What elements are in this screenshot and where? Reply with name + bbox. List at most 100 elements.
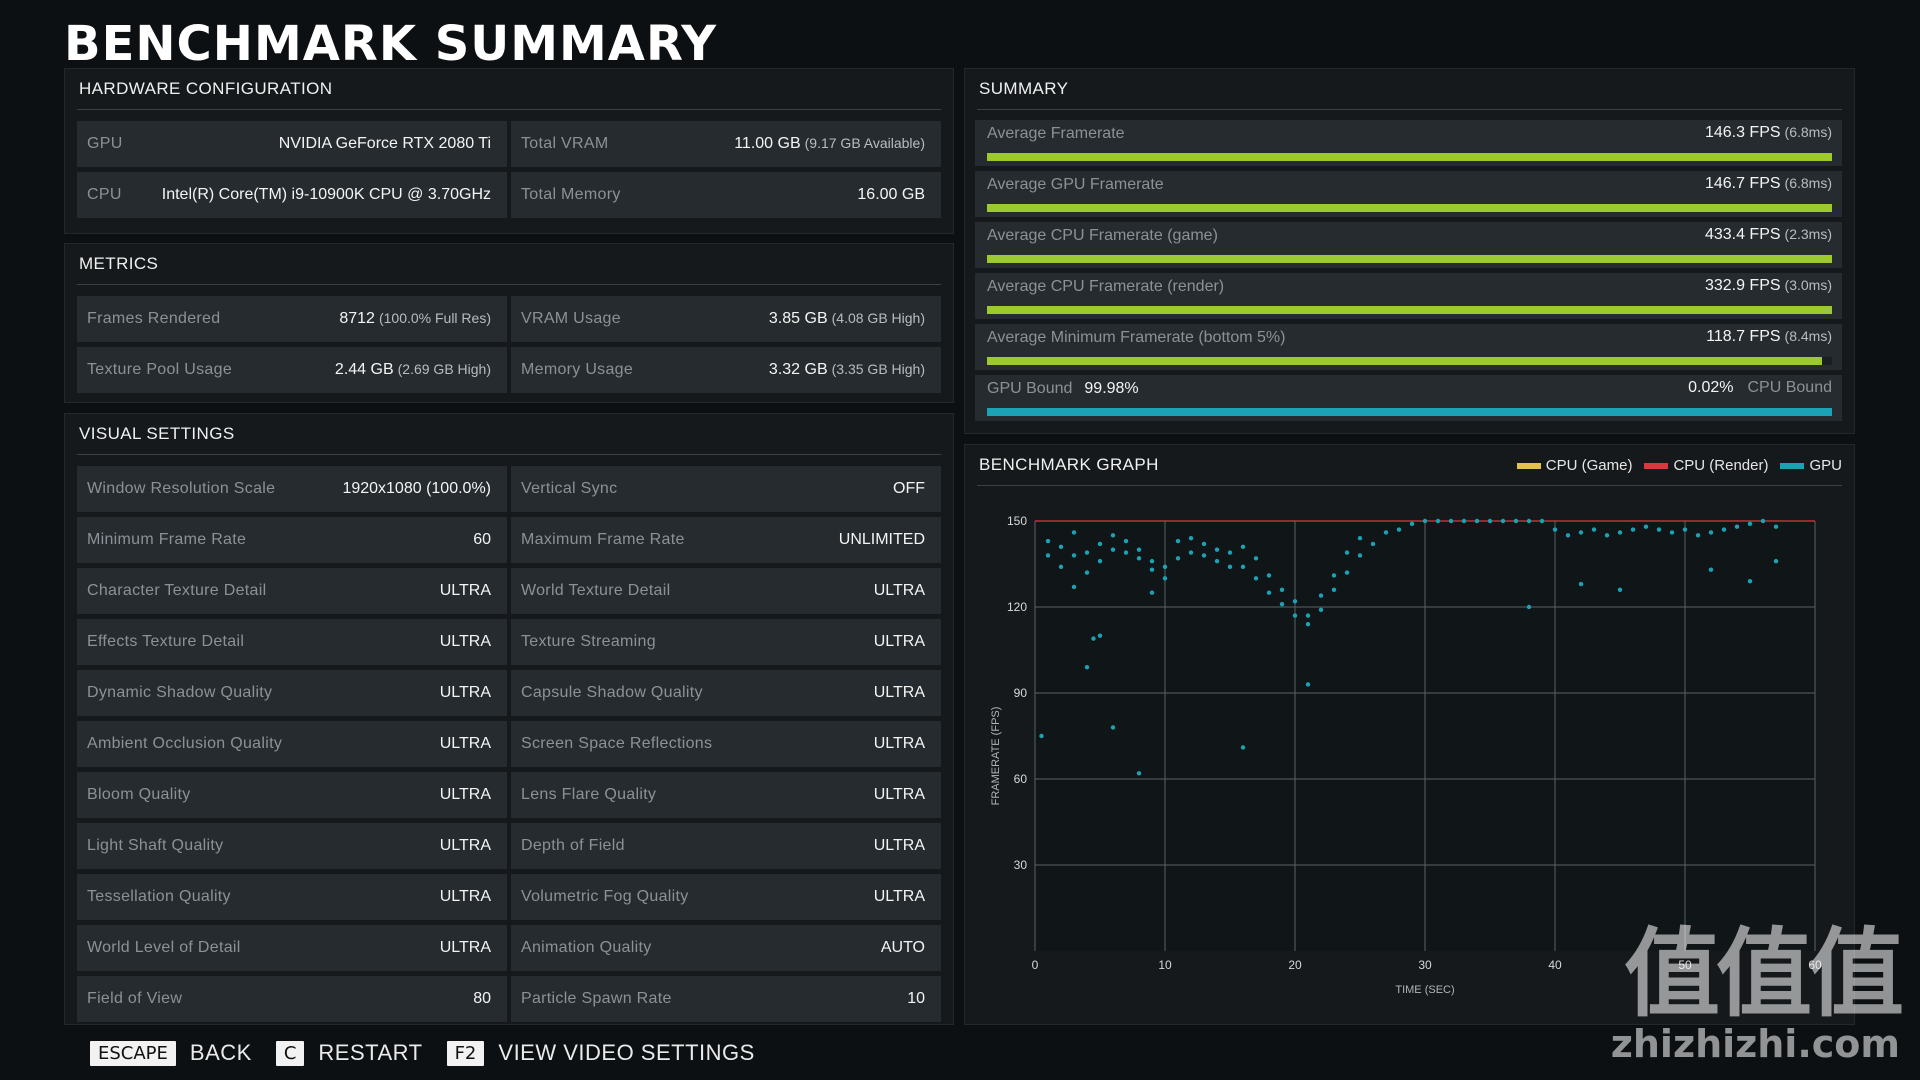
summary-bar [987, 255, 1832, 263]
gpu-data-point [1760, 518, 1766, 524]
gpu-data-point [1461, 518, 1467, 524]
gpu-data-point [1435, 518, 1441, 524]
setting-row: Window Resolution Scale 1920x1080 (100.0%… [77, 466, 507, 512]
summary-bar-fill [987, 204, 1832, 212]
setting-row: Volumetric Fog Quality ULTRA [511, 874, 941, 920]
gpu-data-point [1383, 530, 1389, 535]
summary-value: 118.7 FPS (8.4ms) [1706, 328, 1832, 345]
legend-label: CPU (Render) [1673, 457, 1769, 474]
y-tick-label: 150 [1007, 514, 1027, 528]
page-title: BENCHMARK SUMMARY [64, 16, 718, 72]
escape-key-badge[interactable]: ESCAPE [90, 1040, 176, 1066]
row-label: CPU [87, 186, 122, 203]
gpu-data-point [1513, 518, 1519, 524]
gpu-data-point [1357, 553, 1363, 558]
f2-key-badge[interactable]: F2 [446, 1040, 485, 1066]
setting-row: Light Shaft Quality ULTRA [77, 823, 507, 869]
row-value: 3.85 GB (4.08 GB High) [768, 310, 925, 327]
cpu-bound-value: 0.02% [1688, 379, 1734, 396]
setting-label: Lens Flare Quality [521, 786, 657, 803]
gpu-data-point [1071, 584, 1077, 590]
summary-value: 332.9 FPS (3.0ms) [1704, 277, 1832, 294]
gpu-data-point [1617, 530, 1623, 535]
summary-bar-fill [987, 306, 1832, 314]
summary-value: 146.3 FPS (6.8ms) [1704, 124, 1832, 141]
x-axis-label: TIME (SEC) [1395, 984, 1454, 996]
setting-row: Minimum Frame Rate 60 [77, 517, 507, 563]
gpu-data-point [1539, 518, 1545, 524]
gpu-data-point [1526, 518, 1532, 524]
gpu-data-point [1643, 524, 1649, 529]
back-action[interactable]: BACK [189, 1040, 252, 1065]
c-key-badge[interactable]: C [275, 1040, 305, 1066]
gpu-data-point [1162, 564, 1168, 570]
setting-value: ULTRA [439, 939, 491, 956]
gpu-data-point [1344, 570, 1350, 575]
gpu-data-point [1630, 527, 1636, 532]
setting-label: Bloom Quality [87, 786, 191, 803]
gpu-data-point [1279, 601, 1285, 607]
gpu-data-point [1526, 604, 1532, 610]
gpu-data-point [1656, 527, 1662, 532]
summary-row: Average CPU Framerate (game) 433.4 FPS (2.… [975, 222, 1842, 268]
gpu-data-point [1039, 733, 1044, 739]
setting-value: ULTRA [439, 837, 491, 854]
y-tick-label: 30 [1014, 858, 1028, 872]
hardware-row-cpu: CPU Intel(R) Core(TM) i9-10900K CPU @ 3.… [77, 172, 507, 218]
hardware-panel-title: HARDWARE CONFIGURATION [79, 79, 333, 98]
legend-swatch [1516, 462, 1541, 469]
gpu-data-point [1123, 550, 1129, 555]
summary-row: Average Framerate 146.3 FPS (6.8ms) [975, 120, 1842, 166]
gpu-data-point [1214, 547, 1220, 552]
setting-label: Minimum Frame Rate [87, 531, 247, 548]
watermark-logo: 值值值 [1624, 918, 1904, 1030]
gpu-data-point [1201, 541, 1207, 547]
gpu-data-point [1422, 518, 1428, 524]
row-value: Intel(R) Core(TM) i9-10900K CPU @ 3.70GH… [161, 186, 491, 203]
gpu-data-point [1058, 564, 1064, 570]
gpu-data-point [1240, 745, 1246, 750]
visual-settings-panel-title: VISUAL SETTINGS [79, 424, 235, 443]
gpu-data-point [1591, 527, 1597, 532]
gpu-data-point [1669, 530, 1675, 535]
benchmark-chart: 30 60 90 120 150 0 10 20 30 40 50 60 TIME (SEC) FRAME… [990, 514, 1822, 996]
restart-action[interactable]: RESTART [318, 1040, 423, 1065]
summary-panel: SUMMARY Average Framerate 146.3 FPS (6.8ms… [964, 68, 1855, 434]
setting-label: Character Texture Detail [87, 582, 267, 599]
gpu-data-point [1396, 527, 1402, 532]
metrics-panel: METRICS Frames Rendered 8712 (100.0% Full… [64, 243, 954, 403]
gpu-data-point [1097, 541, 1103, 547]
summary-bar-fill [987, 255, 1832, 263]
summary-row: Average Minimum Framerate (bottom 5%) 118… [975, 324, 1842, 370]
gpu-data-point [1344, 550, 1350, 555]
row-label: Total VRAM [521, 135, 609, 152]
setting-label: Dynamic Shadow Quality [87, 684, 273, 701]
gpu-data-point [1253, 576, 1259, 581]
x-tick-label: 40 [1548, 958, 1562, 972]
gpu-data-point [1201, 553, 1207, 558]
row-value: NVIDIA GeForce RTX 2080 Ti [278, 135, 491, 152]
chart-legend: CPU (Game) CPU (Render) GPU [1516, 457, 1842, 474]
gpu-data-point [1773, 558, 1779, 564]
gpu-data-point [1565, 533, 1571, 538]
legend-label: GPU [1809, 457, 1842, 474]
setting-row: Dynamic Shadow Quality ULTRA [77, 670, 507, 716]
row-label: Frames Rendered [87, 310, 221, 327]
gpu-data-point [1721, 527, 1727, 532]
gpu-data-point [1227, 550, 1233, 555]
gpu-data-point [1331, 587, 1337, 592]
setting-value: 1920x1080 (100.0%) [342, 480, 491, 497]
setting-label: Vertical Sync [521, 480, 618, 497]
setting-row: Effects Texture Detail ULTRA [77, 619, 507, 665]
gpu-data-point [1058, 544, 1064, 549]
view-video-settings-action[interactable]: VIEW VIDEO SETTINGS [498, 1040, 755, 1065]
setting-label: Depth of Field [521, 837, 625, 854]
gpu-data-point [1734, 524, 1740, 529]
setting-label: Ambient Occlusion Quality [87, 735, 283, 752]
setting-value: ULTRA [439, 786, 491, 803]
bound-bar [987, 408, 1832, 416]
setting-label: Window Resolution Scale [87, 480, 276, 497]
gpu-data-point [1682, 527, 1688, 532]
row-label: Memory Usage [521, 361, 634, 378]
gpu-data-point [1305, 682, 1311, 687]
